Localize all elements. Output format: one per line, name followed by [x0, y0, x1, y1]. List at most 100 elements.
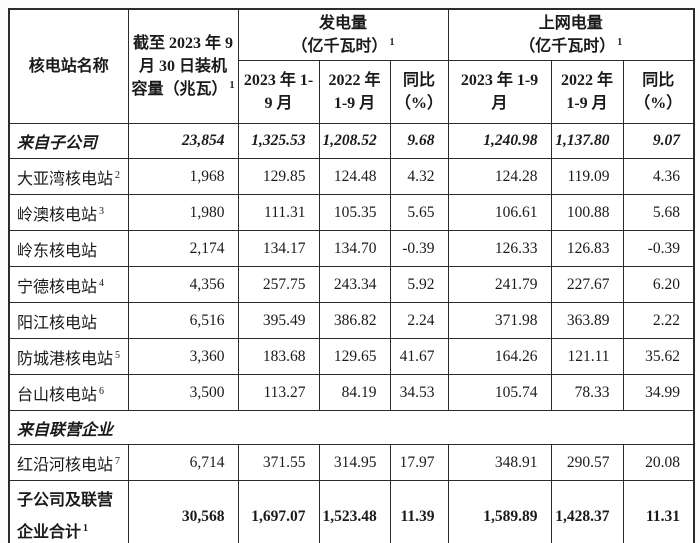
footnote-mark: 5: [115, 349, 121, 361]
cell-gen-yoy: 9.68: [389, 123, 449, 160]
cell-grid-2023: 106.61: [447, 194, 552, 232]
cell-capacity: 2,174: [127, 230, 239, 268]
cell-gen-yoy: 5.92: [389, 266, 449, 304]
power-stations-table: 核电站名称 截至 2023 年 9 月 30 日装机容量（兆瓦） 1 发电量 （亿…: [8, 8, 696, 543]
cell-gen-yoy: 2.24: [389, 302, 449, 340]
table-row-yangjiang: 阳江核电站 6,516 395.49 386.82 2.24 371.98 36…: [8, 302, 695, 340]
cell-gen-2022: 314.95: [318, 444, 391, 482]
cell-section-label: 来自联营企业: [8, 410, 695, 446]
cell-grid-yoy: 11.31: [622, 480, 695, 543]
footnote-mark: 6: [99, 385, 105, 397]
cell-gen-yoy: 11.39: [389, 480, 449, 543]
cell-gen-2022: 124.48: [318, 158, 391, 196]
cell-gen-2022: 129.65: [318, 338, 391, 376]
cell-gen-2022: 84.19: [318, 374, 391, 412]
header-group-row: 核电站名称 截至 2023 年 9 月 30 日装机容量（兆瓦） 1 发电量 （亿…: [8, 8, 695, 125]
cell-grid-yoy: 34.99: [622, 374, 695, 412]
col-header-capacity: 截至 2023 年 9 月 30 日装机容量（兆瓦） 1: [127, 8, 239, 125]
col-header-gen-yoy: 同比 （%）: [389, 60, 449, 125]
cell-station-name: 台山核电站 6: [8, 374, 129, 412]
table-row-fangchenggang: 防城港核电站 5 3,360 183.68 129.65 41.67 164.26…: [8, 338, 695, 376]
cell-grid-2022: 227.67: [550, 266, 624, 304]
cell-gen-yoy: 5.65: [389, 194, 449, 232]
cell-station-name: 大亚湾核电站 2: [8, 158, 129, 196]
cell-station-name: 红沿河核电站 7: [8, 444, 129, 482]
cell-gen-2023: 111.31: [237, 194, 320, 232]
cell-gen-yoy: 17.97: [389, 444, 449, 482]
cell-capacity: 6,516: [127, 302, 239, 340]
cell-grid-yoy: 6.20: [622, 266, 695, 304]
cell-grid-2022: 1,428.37: [550, 480, 624, 543]
table-row-ningde: 宁德核电站 4 4,356 257.75 243.34 5.92 241.79 2…: [8, 266, 695, 304]
cell-gen-2022: 1,208.52: [318, 123, 391, 160]
col-header-grid-2023: 2023 年 1-9 月: [447, 60, 552, 125]
cell-gen-2023: 113.27: [237, 374, 320, 412]
cell-grid-2023: 1,240.98: [447, 123, 552, 160]
footnote-mark: 2: [115, 169, 121, 181]
cell-gen-2023: 257.75: [237, 266, 320, 304]
cell-grid-yoy: 9.07: [622, 123, 695, 160]
cell-grid-yoy: 35.62: [622, 338, 695, 376]
cell-grid-2023: 105.74: [447, 374, 552, 412]
cell-grid-2023: 348.91: [447, 444, 552, 482]
cell-gen-2022: 105.35: [318, 194, 391, 232]
col-group-ongrid: 上网电量 （亿千瓦时） 1: [447, 8, 695, 62]
cell-gen-2022: 1,523.48: [318, 480, 391, 543]
cell-capacity: 1,980: [127, 194, 239, 232]
table-row-hongyanhe: 红沿河核电站 7 6,714 371.55 314.95 17.97 348.91…: [8, 444, 695, 482]
cell-grid-2023: 1,589.89: [447, 480, 552, 543]
cell-gen-2022: 243.34: [318, 266, 391, 304]
cell-section-label: 来自子公司: [8, 123, 129, 160]
header-sub-row: 2023 年 1-9 月 2022 年 1-9 月 同比 （%） 2023 年 …: [9, 60, 695, 125]
footnote-mark: 7: [115, 455, 121, 467]
ongrid-unit-label: （亿千瓦时） 1: [519, 36, 623, 56]
cell-grid-2022: 121.11: [550, 338, 624, 376]
cell-capacity: 3,500: [127, 374, 239, 412]
table-header: 核电站名称 截至 2023 年 9 月 30 日装机容量（兆瓦） 1 发电量 （亿…: [8, 8, 695, 125]
footnote-mark: 4: [99, 277, 105, 289]
cell-grid-2022: 126.83: [550, 230, 624, 268]
cell-total-label: 子公司及联营企业合计 1: [8, 480, 129, 543]
footnote-mark: 3: [99, 205, 105, 217]
cell-grid-yoy: 20.08: [622, 444, 695, 482]
cell-grid-yoy: 2.22: [622, 302, 695, 340]
table-row-lingao: 岭澳核电站 3 1,980 111.31 105.35 5.65 106.61 1…: [8, 194, 695, 232]
cell-station-name: 岭东核电站: [8, 230, 129, 268]
cell-gen-2023: 1,697.07: [237, 480, 320, 543]
cell-grid-2023: 241.79: [447, 266, 552, 304]
col-header-gen-2022: 2022 年 1-9 月: [318, 60, 391, 125]
cell-gen-2023: 134.17: [237, 230, 320, 268]
cell-grid-2022: 290.57: [550, 444, 624, 482]
cell-station-name: 防城港核电站 5: [8, 338, 129, 376]
col-header-station: 核电站名称: [8, 8, 129, 125]
table-row-taishan: 台山核电站 6 3,500 113.27 84.19 34.53 105.74 7…: [8, 374, 695, 412]
cell-capacity: 30,568: [127, 480, 239, 543]
cell-gen-yoy: 34.53: [389, 374, 449, 412]
capacity-footnote-mark: 1: [229, 79, 235, 91]
cell-gen-yoy: 41.67: [389, 338, 449, 376]
col-group-generation: 发电量 （亿千瓦时） 1: [237, 8, 449, 62]
generation-unit-label: （亿千瓦时） 1: [291, 36, 395, 56]
cell-gen-2023: 183.68: [237, 338, 320, 376]
cell-grid-2023: 371.98: [447, 302, 552, 340]
cell-gen-2023: 395.49: [237, 302, 320, 340]
cell-gen-2023: 129.85: [237, 158, 320, 196]
cell-grid-2023: 126.33: [447, 230, 552, 268]
cell-station-name: 岭澳核电站 3: [8, 194, 129, 232]
cell-grid-2022: 1,137.80: [550, 123, 624, 160]
ongrid-footnote-mark: 1: [617, 36, 623, 48]
cell-grid-2023: 124.28: [447, 158, 552, 196]
cell-grid-2022: 78.33: [550, 374, 624, 412]
table-row-lingdong: 岭东核电站 2,174 134.17 134.70 -0.39 126.33 1…: [8, 230, 695, 268]
cell-grid-2023: 164.26: [447, 338, 552, 376]
cell-gen-yoy: -0.39: [389, 230, 449, 268]
footnote-mark: 1: [83, 523, 89, 535]
cell-station-name: 阳江核电站: [8, 302, 129, 340]
cell-gen-yoy: 4.32: [389, 158, 449, 196]
cell-grid-yoy: 5.68: [622, 194, 695, 232]
capacity-header-label: 截至 2023 年 9 月 30 日装机容量（兆瓦）: [131, 34, 234, 99]
cell-grid-yoy: -0.39: [622, 230, 695, 268]
cell-capacity: 1,968: [127, 158, 239, 196]
cell-capacity: 23,854: [127, 123, 239, 160]
generation-group-label: 发电量: [318, 15, 367, 32]
